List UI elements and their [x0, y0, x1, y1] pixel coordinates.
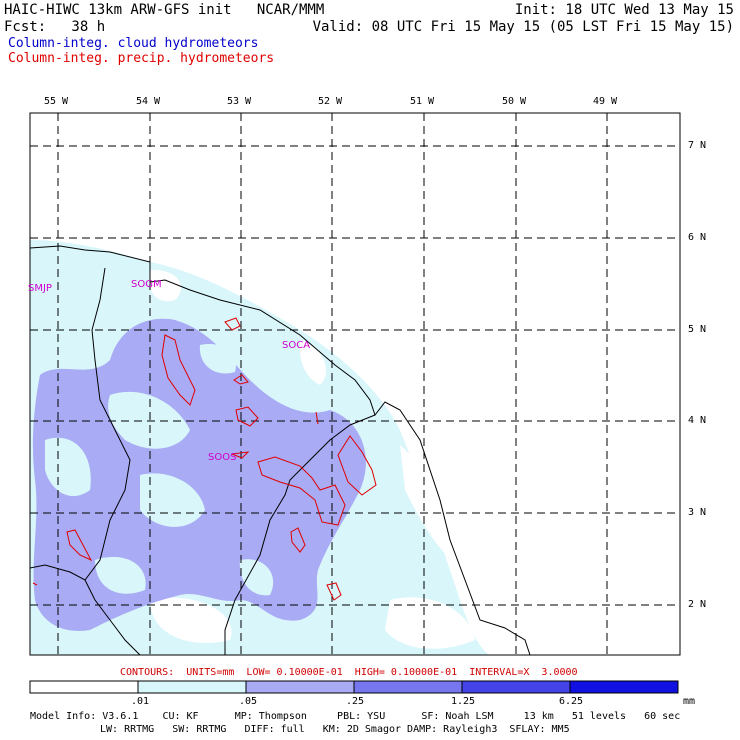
- colorbar-level-4: 1.25: [451, 696, 476, 707]
- station-smjp: SMJP: [28, 283, 52, 294]
- field-precip-label: Column-integ. precip. hydrometeors: [8, 51, 275, 66]
- lon-label-54w: 54 W: [136, 96, 161, 107]
- map-frame: [29, 112, 681, 656]
- lat-label-7n: 7 N: [688, 140, 707, 151]
- lat-label-3n: 3 N: [688, 507, 707, 518]
- station-sogm: SOGM: [131, 279, 162, 290]
- valid-time: Valid: 08 UTC Fri 15 May 15 (05 LST Fri …: [312, 19, 734, 35]
- hydrometeor-fill: [30, 240, 490, 655]
- colorbar-level-5: 6.25: [559, 696, 584, 707]
- model-info-line2: LW: RRTMG SW: RRTMG DIFF: full KM: 2D Sm…: [100, 724, 570, 735]
- model-info-line1: Model Info: V3.6.1 CU: KF MP: Thompson P…: [30, 711, 681, 722]
- station-soos: SOOS: [208, 452, 237, 463]
- coastline: [30, 245, 531, 655]
- lat-label-4n: 4 N: [688, 415, 707, 426]
- lon-label-49w: 49 W: [593, 96, 618, 107]
- lat-label-2n: 2 N: [688, 599, 707, 610]
- lat-label-5n: 5 N: [688, 324, 707, 335]
- colorbar-level-3: .25: [346, 696, 365, 707]
- field-cloud-label: Column-integ. cloud hydrometeors: [8, 36, 259, 51]
- lat-label-6n: 6 N: [688, 232, 707, 243]
- lon-label-55w: 55 W: [44, 96, 69, 107]
- lon-label-51w: 51 W: [410, 96, 435, 107]
- border-west: [30, 267, 131, 581]
- coastline-borders: [30, 245, 531, 655]
- model-title: HAIC-HIWC 13km ARW-GFS init NCAR/MMM: [4, 2, 325, 18]
- lat-lon-grid: [30, 113, 680, 655]
- colorbar-level-2: .05: [239, 696, 258, 707]
- contour-info: CONTOURS: UNITS=mm LOW= 0.10000E-01 HIGH…: [120, 667, 578, 678]
- forecast-hour: Fcst: 38 h: [4, 19, 106, 35]
- lon-label-50w: 50 W: [502, 96, 527, 107]
- lon-label-52w: 52 W: [318, 96, 343, 107]
- precip-contours: [32, 317, 377, 601]
- colorbar-level-1: .01: [131, 696, 150, 707]
- init-time: Init: 18 UTC Wed 13 May 15: [514, 2, 734, 18]
- station-soca: SOCA: [282, 340, 311, 351]
- lon-label-53w: 53 W: [227, 96, 252, 107]
- colorbar-units: mm: [683, 696, 696, 707]
- border-east: [224, 414, 376, 655]
